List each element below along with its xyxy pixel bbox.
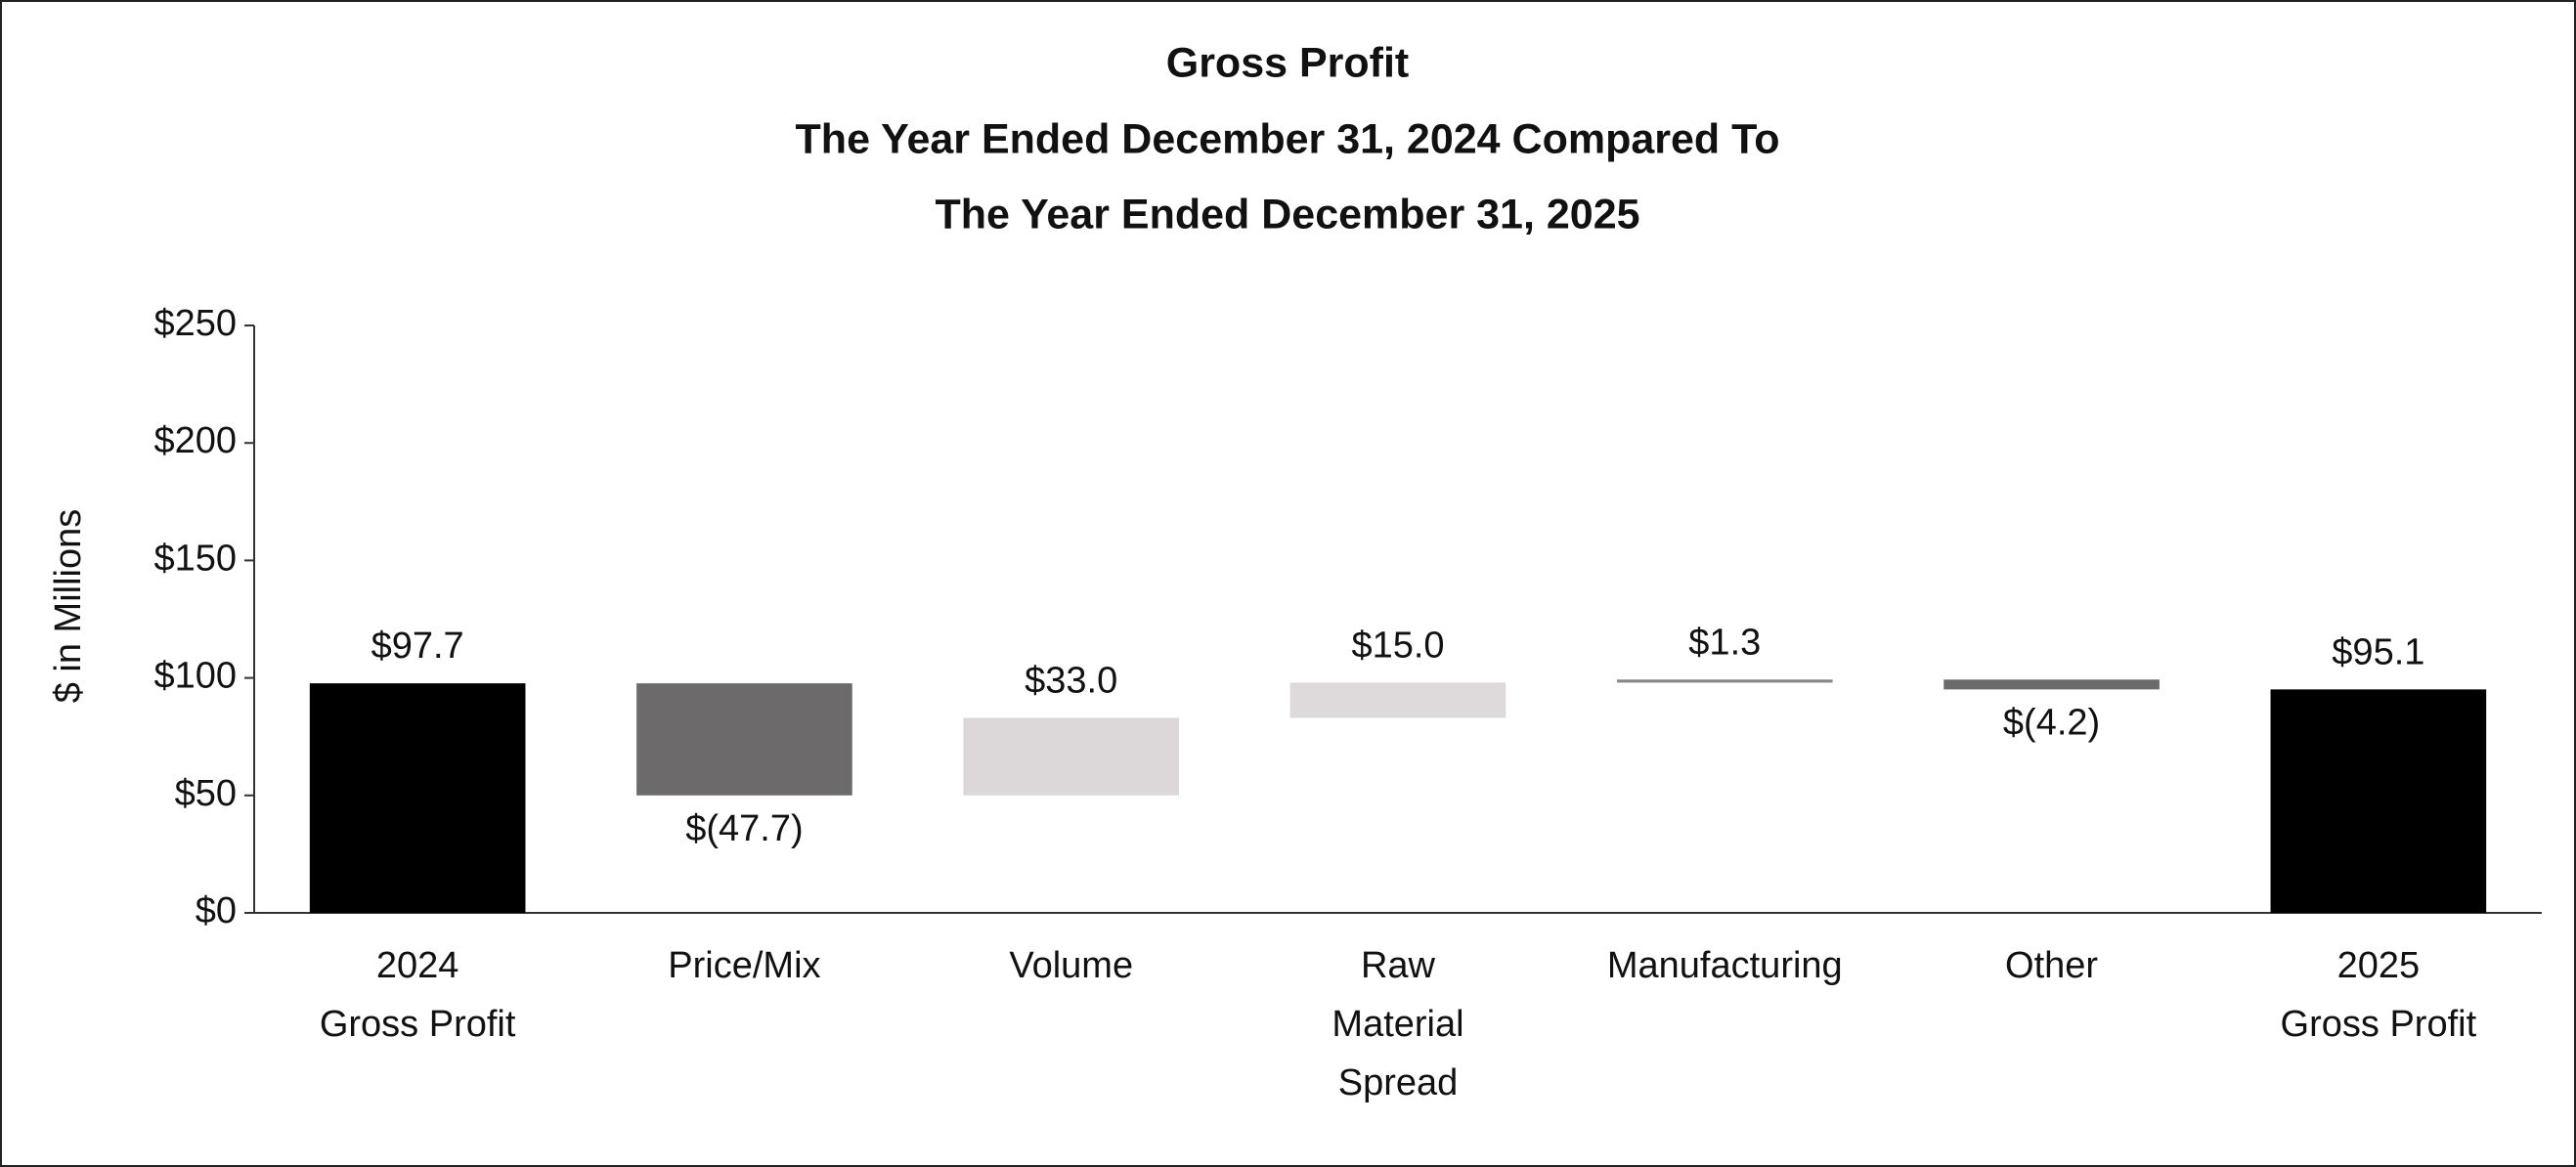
bar <box>1943 679 2160 690</box>
bar <box>2270 689 2487 913</box>
bar <box>963 717 1180 796</box>
bar <box>1289 682 1506 718</box>
x-tick-label: Material <box>1332 1004 1463 1045</box>
value-label: $(47.7) <box>685 808 803 849</box>
y-tick-label: $150 <box>153 538 237 579</box>
x-tick-label: 2024 <box>376 945 459 986</box>
y-tick-label: $250 <box>153 303 237 344</box>
chart-title: The Year Ended December 31, 2024 Compare… <box>796 115 1780 162</box>
y-tick-label: $200 <box>153 420 237 461</box>
value-label: $33.0 <box>1025 660 1117 701</box>
y-tick-label: $100 <box>153 656 237 697</box>
bar <box>636 683 852 796</box>
x-tick-label: Spread <box>1338 1062 1459 1103</box>
bar <box>309 683 526 913</box>
value-label: $1.3 <box>1688 622 1761 663</box>
y-axis-label: $ in Millions <box>48 509 89 704</box>
value-label: $15.0 <box>1351 625 1444 666</box>
value-label: $(4.2) <box>2003 702 2100 743</box>
x-tick-label: Gross Profit <box>2281 1004 2477 1045</box>
x-tick-label: Price/Mix <box>668 945 820 986</box>
y-tick-label: $0 <box>196 890 237 931</box>
chart-title: Gross Profit <box>1166 39 1410 86</box>
x-tick-label: Gross Profit <box>320 1004 516 1045</box>
y-tick-label: $50 <box>175 773 237 814</box>
x-tick-label: Volume <box>1009 945 1133 986</box>
bar <box>1616 679 1833 683</box>
value-label: $97.7 <box>371 626 464 667</box>
x-tick-label: 2025 <box>2337 945 2421 986</box>
chart-title: The Year Ended December 31, 2025 <box>935 191 1639 238</box>
x-tick-label: Other <box>2005 945 2098 986</box>
x-tick-label: Manufacturing <box>1607 945 1843 986</box>
x-tick-label: Raw <box>1361 945 1436 986</box>
value-label: $95.1 <box>2332 631 2424 672</box>
